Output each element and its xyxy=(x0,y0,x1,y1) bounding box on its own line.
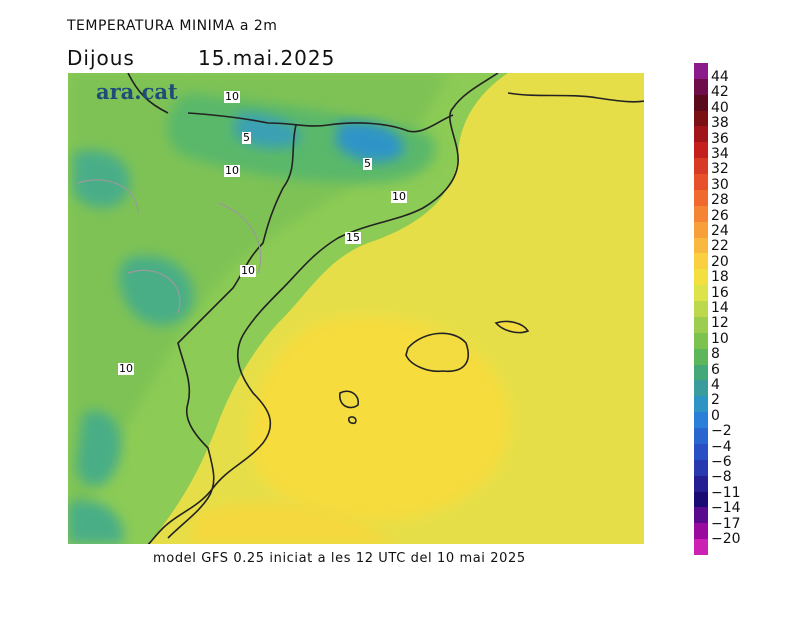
colorbar-tick-label: −2 xyxy=(711,423,732,440)
colorbar-tick-label: 2 xyxy=(711,392,720,409)
map-canvas xyxy=(68,73,644,544)
colorbar-tick-label: 14 xyxy=(711,300,729,316)
temperature-map xyxy=(68,73,644,544)
french-coast xyxy=(507,92,644,103)
colorbar-segment xyxy=(694,443,708,461)
colorbar-tick-label: −8 xyxy=(711,469,732,486)
contour-label: 10 xyxy=(118,362,134,375)
colorbar-segment xyxy=(694,126,708,143)
colorbar-tick-label: 6 xyxy=(711,361,720,378)
colorbar-tick-label: −11 xyxy=(711,484,741,501)
colorbar-tick-label: 28 xyxy=(711,192,729,209)
colorbar-segment xyxy=(694,428,708,445)
colorbar-segment xyxy=(694,523,708,540)
colorbar-segment xyxy=(694,332,708,350)
cool-spot-southwest xyxy=(76,411,122,487)
ara-cat-logo[interactable]: ara.cat xyxy=(96,79,178,104)
colorbar-tick-label: 20 xyxy=(711,253,729,270)
cool-spot-central xyxy=(118,255,194,326)
colorbar-tick-label: 22 xyxy=(711,238,729,255)
colorbar-tick-label: 24 xyxy=(711,223,729,239)
contour-label: 15 xyxy=(345,231,361,244)
colorbar-segment xyxy=(694,364,708,381)
colorbar-segment xyxy=(694,507,708,524)
colorbar-segment xyxy=(694,539,708,556)
colorbar-segment xyxy=(694,94,708,112)
colorbar-tick-label: −4 xyxy=(711,438,732,455)
colorbar-tick-label: 34 xyxy=(711,146,729,162)
colorbar-tick-label: −17 xyxy=(711,515,741,532)
colorbar-segment xyxy=(694,348,708,366)
colorbar-tick-label: 36 xyxy=(711,130,729,147)
contour-label: 10 xyxy=(240,264,256,277)
colorbar-segment xyxy=(694,459,708,477)
colorbar-tick-label: 26 xyxy=(711,207,729,224)
colorbar-segment xyxy=(694,221,708,239)
contour-label: 10 xyxy=(224,164,240,177)
colorbar-tick-label: 10 xyxy=(711,330,729,347)
colorbar-tick-label: −6 xyxy=(711,454,732,470)
contour-label: 10 xyxy=(391,190,407,203)
colorbar-tick-label: 38 xyxy=(711,115,729,132)
colorbar-tick-label: 30 xyxy=(711,176,729,193)
colorbar-tick-label: −20 xyxy=(711,531,741,547)
colorbar-segment xyxy=(694,63,708,80)
cool-spot-northwest xyxy=(73,150,130,208)
colorbar-segment xyxy=(694,412,708,429)
forecast-date: 15.mai.2025 xyxy=(198,46,336,70)
regional-border-north xyxy=(127,73,169,114)
colorbar-segment xyxy=(694,253,708,270)
colorbar-segment xyxy=(694,142,708,159)
colorbar-segment xyxy=(694,205,708,223)
colorbar-tick-label: 16 xyxy=(711,284,729,301)
formentera-outline xyxy=(348,416,357,425)
colorbar-segment xyxy=(694,316,708,334)
colorbar-segment xyxy=(694,396,708,413)
map-title: TEMPERATURA MINIMA a 2m xyxy=(67,18,278,34)
colorbar-tick-label: 8 xyxy=(711,346,720,363)
colorbar-tick-label: 4 xyxy=(711,377,720,393)
colorbar-tick-label: 18 xyxy=(711,269,729,286)
mallorca-outline xyxy=(405,332,469,373)
colorbar-segment xyxy=(694,475,708,492)
ibiza-outline xyxy=(339,390,360,409)
colorbar-segment xyxy=(694,491,708,508)
cold-spot-east xyxy=(336,122,404,162)
regional-border xyxy=(167,124,297,539)
colorbar-tick-label: 42 xyxy=(711,84,729,101)
model-run-caption: model GFS 0.25 iniciat a les 12 UTC del … xyxy=(153,551,526,566)
colorbar-segment xyxy=(694,269,708,286)
contour-label: 10 xyxy=(224,90,240,103)
terrain-contours xyxy=(77,179,262,314)
colorbar-segment xyxy=(694,78,708,96)
colorbar-segment xyxy=(694,380,708,397)
contour-label: 5 xyxy=(363,157,372,170)
colorbar-tick-label: 12 xyxy=(711,315,729,332)
colorbar-segment xyxy=(694,237,708,254)
colorbar-segment xyxy=(694,189,708,207)
colorbar-segment xyxy=(694,285,708,302)
temperature-colorbar xyxy=(694,63,708,556)
colorbar-tick-label: 32 xyxy=(711,161,729,178)
colorbar-segment xyxy=(694,158,708,175)
colorbar-segment xyxy=(694,301,708,318)
forecast-day: Dijous xyxy=(67,46,135,70)
colorbar-tick-label: 0 xyxy=(711,407,720,424)
colorbar-segment xyxy=(694,174,708,191)
cool-spot-south xyxy=(68,500,124,544)
cool-interior-region xyxy=(68,73,448,544)
colorbar-tick-label: 40 xyxy=(711,99,729,116)
menorca-outline xyxy=(494,320,530,334)
warm-coastal-region xyxy=(188,503,398,544)
colorbar-tick-label: −14 xyxy=(711,500,741,517)
contour-label: 5 xyxy=(242,131,251,144)
colorbar-tick-label: 44 xyxy=(711,69,729,85)
colorbar-segment xyxy=(694,110,708,127)
national-border xyxy=(187,112,454,133)
